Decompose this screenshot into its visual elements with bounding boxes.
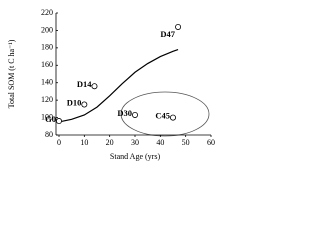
- y-tick-label: 200: [41, 25, 53, 34]
- y-tick-label: 120: [41, 95, 53, 104]
- chart: Stand Age (yrs) Total SOM (t C ha⁻¹) 0 10…: [7, 8, 215, 161]
- y-tick-label: 100: [41, 112, 53, 121]
- y-tick-label: 160: [41, 60, 53, 69]
- point-label: G0: [45, 114, 56, 124]
- x-tick-label: 30: [131, 138, 139, 147]
- y-axis-label: Total SOM (t C ha⁻¹): [7, 39, 16, 108]
- point: [91, 83, 98, 90]
- point: [131, 111, 138, 118]
- point-label: D14: [77, 79, 92, 89]
- point: [175, 23, 182, 30]
- point: [81, 101, 88, 108]
- y-tick-label: 140: [41, 78, 53, 87]
- fit-curve: [58, 49, 179, 123]
- y-tick-label: 180: [41, 43, 53, 52]
- point-label: D10: [67, 97, 82, 107]
- x-tick-label: 60: [207, 138, 215, 147]
- x-tick-label: 50: [182, 138, 190, 147]
- point: [56, 118, 63, 125]
- y-tick-label: 80: [45, 130, 53, 139]
- point: [169, 114, 176, 121]
- x-tick-label: 10: [80, 138, 88, 147]
- x-tick-label: 40: [156, 138, 164, 147]
- x-tick-label: 20: [106, 138, 114, 147]
- point-label: D30: [117, 108, 132, 118]
- point-label: D47: [160, 29, 175, 39]
- group-ellipse: [120, 91, 210, 137]
- x-tick-label: 0: [57, 138, 61, 147]
- y-tick-label: 220: [41, 8, 53, 17]
- point-label: C45: [155, 111, 170, 121]
- x-axis-label: Stand Age (yrs): [110, 152, 161, 161]
